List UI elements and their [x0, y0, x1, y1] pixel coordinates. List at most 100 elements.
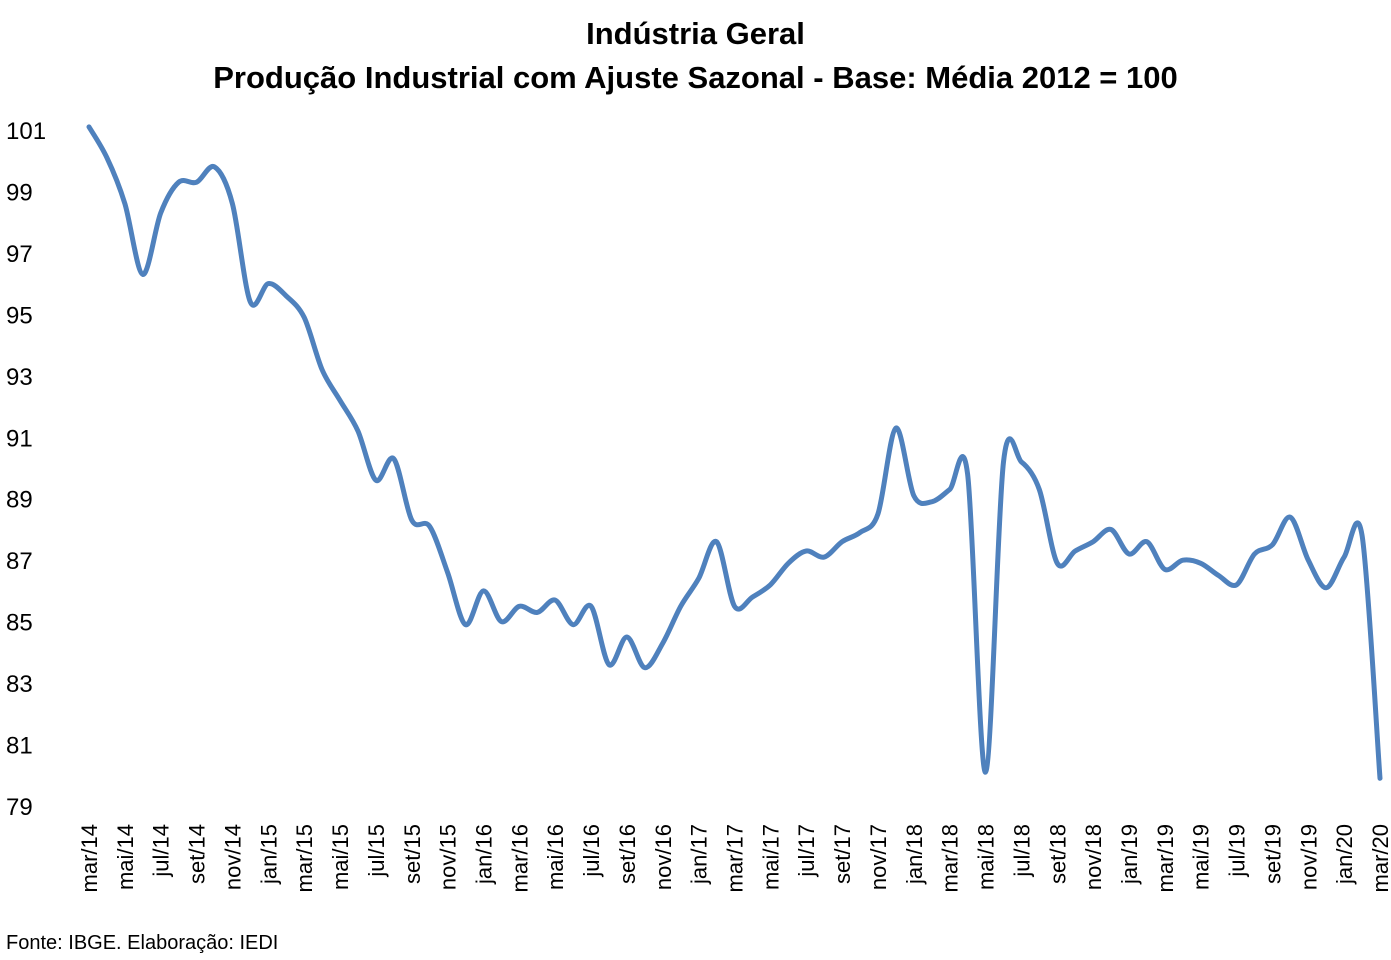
data-point-nov/17 [875, 512, 880, 517]
x-tick-label: nov/19 [1296, 824, 1321, 890]
x-axis: mar/14 mai/14 jul/14 set/14 nov/14 jan/15 mar/… [77, 824, 1391, 892]
x-tick-label: mai/19 [1189, 824, 1214, 890]
data-point-jul/14 [158, 211, 163, 216]
y-tick-label: 83 [6, 671, 33, 698]
data-point-mar/15 [302, 315, 307, 320]
data-point-jul/15 [373, 478, 378, 483]
y-tick-label: 79 [6, 794, 33, 821]
x-tick-label: set/18 [1045, 824, 1070, 884]
x-tick-label: set/16 [615, 824, 640, 884]
data-point-dez/19 [1324, 585, 1329, 590]
source-note: Fonte: IBGE. Elaboração: IEDI [6, 932, 279, 954]
x-tick-label: nov/17 [866, 824, 891, 890]
data-point-jul/18 [1019, 459, 1024, 464]
x-tick-label: jan/19 [1117, 824, 1142, 885]
x-tick-label: set/17 [830, 824, 855, 884]
y-tick-label: 99 [6, 179, 33, 206]
x-tick-label: jul/19 [1225, 824, 1250, 878]
data-point-out/19 [1288, 515, 1293, 520]
x-tick-label: jul/18 [1009, 824, 1034, 878]
chart-title-line: Indústria Geral [586, 16, 805, 51]
data-point-dez/16 [678, 604, 683, 609]
data-point-nov/15 [445, 570, 450, 575]
x-tick-label: nov/15 [436, 824, 461, 890]
data-point-set/15 [409, 518, 414, 523]
y-tick-label: 91 [6, 425, 33, 452]
data-point-fev/20 [1360, 533, 1365, 538]
y-tick-label: 85 [6, 610, 33, 637]
line-chart: 79 81 83 85 87 89 91 93 95 97 99 101 mar/14 mai/14 ju… [6, 118, 1391, 892]
data-point-fev/18 [929, 499, 934, 504]
y-tick-label: 87 [6, 548, 33, 575]
data-point-jun/19 [1216, 573, 1221, 578]
data-point-abr/16 [535, 610, 540, 615]
data-point-mar/17 [732, 604, 737, 609]
data-point-fev/19 [1144, 539, 1149, 544]
data-point-out/17 [858, 530, 863, 535]
data-point-abr/17 [750, 595, 755, 600]
x-tick-label: nov/14 [220, 824, 245, 890]
data-point-abr/18 [965, 472, 970, 477]
y-axis: 79 81 83 85 87 89 91 93 95 97 99 101 [6, 118, 46, 821]
chart-subtitle: Produção Industrial com Ajuste Sazonal -… [213, 60, 1178, 95]
series-layer [86, 124, 1383, 781]
x-tick-label: set/19 [1260, 824, 1285, 884]
y-tick-label: 95 [6, 302, 33, 329]
data-point-jan/16 [481, 588, 486, 593]
x-tick-label: set/15 [400, 824, 425, 884]
x-tick-label: jul/15 [364, 824, 389, 878]
data-point-dez/18 [1109, 527, 1114, 532]
x-tick-label: nov/16 [651, 824, 676, 890]
data-point-jul/17 [804, 549, 809, 554]
x-tick-label: jan/15 [256, 824, 281, 885]
y-tick-label: 89 [6, 487, 33, 514]
data-point-jun/14 [140, 272, 145, 277]
data-point-jan/18 [911, 493, 916, 498]
data-point-jun/18 [1001, 459, 1006, 464]
data-point-jan/19 [1127, 552, 1132, 557]
data-point-set/19 [1270, 542, 1275, 547]
data-point-ago/16 [607, 662, 612, 667]
data-point-set/14 [194, 180, 199, 185]
data-point-nov/16 [660, 641, 665, 646]
y-tick-label: 81 [6, 733, 33, 760]
x-tick-label: jan/20 [1332, 824, 1357, 885]
data-point-dez/14 [248, 300, 253, 305]
data-point-set/16 [624, 635, 629, 640]
data-point-fev/15 [284, 293, 289, 298]
data-point-ago/17 [822, 555, 827, 560]
data-point-mai/19 [1198, 561, 1203, 566]
data-point-out/16 [642, 665, 647, 670]
data-point-mar/14 [87, 124, 92, 129]
data-point-nov/19 [1306, 558, 1311, 563]
data-point-jul/19 [1234, 582, 1239, 587]
data-point-fev/16 [499, 619, 504, 624]
x-tick-label: mar/18 [938, 824, 963, 892]
data-point-out/15 [427, 524, 432, 529]
data-point-jan/17 [696, 576, 701, 581]
data-point-mar/20 [1378, 776, 1383, 781]
data-point-abr/14 [104, 155, 109, 160]
x-tick-label: mai/14 [113, 824, 138, 890]
data-point-fev/17 [714, 539, 719, 544]
data-point-ago/14 [176, 180, 181, 185]
x-tick-label: mar/17 [723, 824, 748, 892]
data-point-abr/15 [320, 367, 325, 372]
x-tick-label: jan/18 [902, 824, 927, 885]
data-point-mai/17 [768, 582, 773, 587]
data-point-ago/15 [391, 456, 396, 461]
data-point-mar/16 [517, 604, 522, 609]
data-point-mai/14 [122, 201, 127, 206]
data-point-set/17 [840, 539, 845, 544]
x-tick-label: mai/18 [974, 824, 999, 890]
data-point-nov/18 [1091, 539, 1096, 544]
data-point-jun/15 [356, 429, 361, 434]
data-point-ago/18 [1037, 487, 1042, 492]
data-point-mai/15 [338, 398, 343, 403]
x-tick-label: jan/17 [687, 824, 712, 885]
x-tick-label: mai/15 [328, 824, 353, 890]
data-point-mai/16 [553, 598, 558, 603]
x-tick-label: mar/14 [77, 824, 102, 892]
data-point-mar/19 [1162, 567, 1167, 572]
data-point-set/18 [1055, 561, 1060, 566]
